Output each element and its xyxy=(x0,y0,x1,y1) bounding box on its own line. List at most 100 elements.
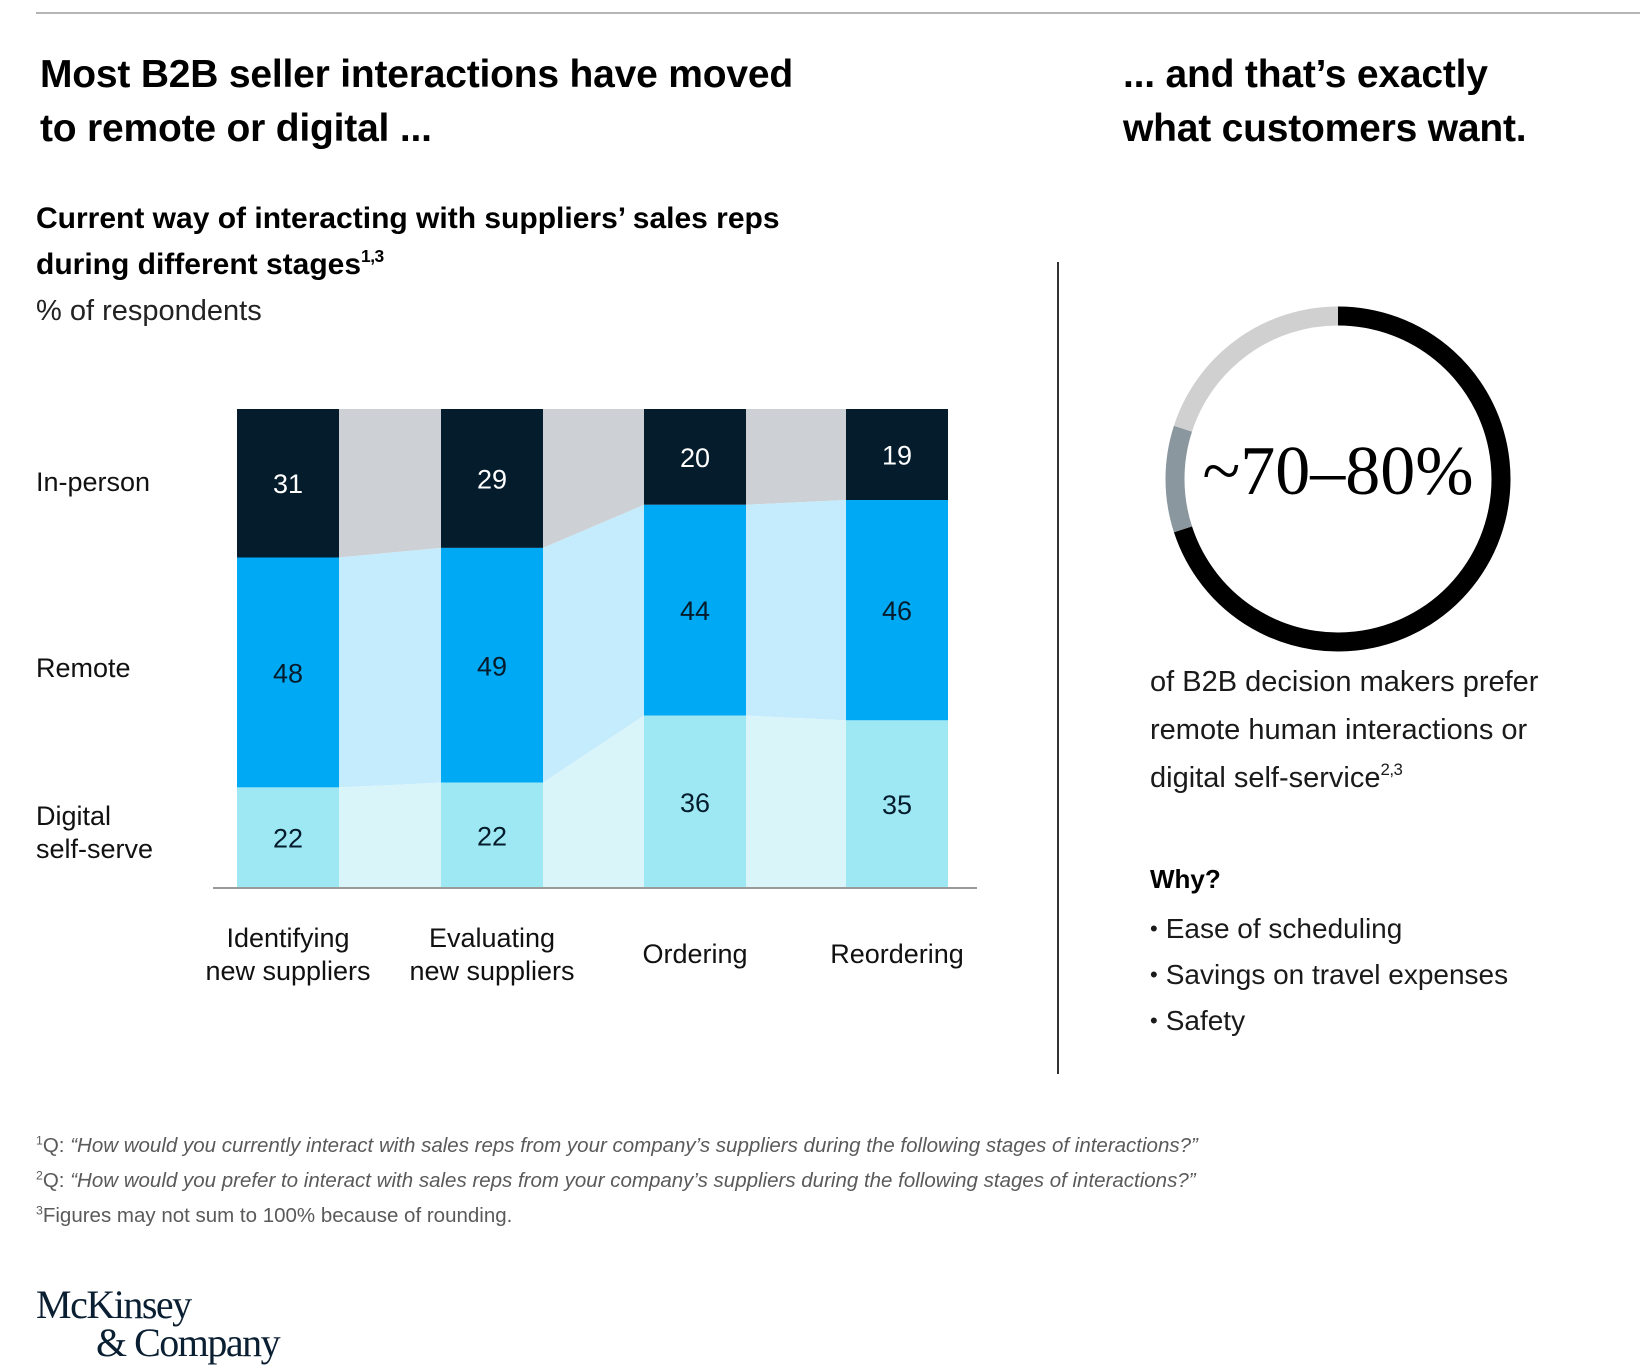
bar-segment-remote xyxy=(441,547,543,783)
logo-line-2: & Company xyxy=(96,1320,281,1365)
subtitle-footnote-ref: 1,3 xyxy=(361,245,384,266)
bar-segment-in-person xyxy=(644,409,746,505)
row-label-line: self-serve xyxy=(36,834,154,864)
category-label: Ordering xyxy=(590,938,800,971)
value-label: 35 xyxy=(882,790,912,820)
footnote-3: 3Figures may not sum to 100% because of … xyxy=(36,1198,1536,1233)
value-label: 48 xyxy=(273,658,303,688)
bar-segment-digital-self-serve xyxy=(441,782,543,888)
bar-segment-in-person xyxy=(237,409,339,558)
footnote-2: 2Q: “How would you prefer to interact wi… xyxy=(36,1163,1536,1198)
donut-segments xyxy=(1165,306,1511,652)
bar-segment-remote xyxy=(237,557,339,788)
donut-segment xyxy=(1173,306,1511,652)
left-heading: Most B2B seller interactions have moved … xyxy=(40,48,900,156)
left-heading-line-1: Most B2B seller interactions have moved xyxy=(40,53,793,96)
reasons-list: Ease of scheduling Savings on travel exp… xyxy=(1150,906,1508,1044)
footnote-prefix: Q: xyxy=(42,1169,71,1192)
bar-segments xyxy=(237,409,948,888)
flow-band-in-person xyxy=(339,409,441,558)
unit-label: % of respondents xyxy=(36,295,262,327)
value-label: 22 xyxy=(273,824,303,854)
donut-segment xyxy=(1165,425,1193,533)
flow-band-in-person xyxy=(543,409,644,548)
bar-segment-in-person xyxy=(846,409,948,501)
row-label-line: In-person xyxy=(36,467,151,497)
category-label-line: Ordering xyxy=(642,939,748,969)
flow-band-digital-self-serve xyxy=(543,715,644,888)
flow-band-digital-self-serve xyxy=(339,782,441,888)
footnote-marker: 3 xyxy=(36,1203,43,1218)
bar-segment-remote xyxy=(846,500,948,721)
bar-segment-digital-self-serve xyxy=(846,720,948,888)
bar-segment-remote xyxy=(644,504,746,716)
description-line-1: of B2B decision makers prefer xyxy=(1150,666,1539,698)
why-heading: Why? xyxy=(1150,864,1221,894)
left-heading-line-2: to remote or digital ... xyxy=(40,107,432,150)
value-label: 36 xyxy=(680,788,710,818)
flow-band-in-person xyxy=(746,409,846,505)
right-heading-line-2: what customers want. xyxy=(1123,107,1527,150)
footnote-prefix: Q: xyxy=(42,1134,71,1157)
reason-item: Savings on travel expenses xyxy=(1150,952,1508,998)
reason-item: Safety xyxy=(1150,998,1508,1044)
bar-segment-digital-self-serve xyxy=(237,787,339,888)
flow-band-remote xyxy=(339,547,441,788)
flow-band-digital-self-serve xyxy=(746,715,846,888)
flow-band-remote xyxy=(746,500,846,721)
row-label-remote: Remote xyxy=(36,652,131,685)
right-heading-line-1: ... and that’s exactly xyxy=(1123,53,1488,96)
category-label: Evaluating new suppliers xyxy=(387,922,597,988)
bar-segment-in-person xyxy=(441,409,543,548)
donut-segment xyxy=(1173,306,1339,432)
chart-subtitle-text: during different stages xyxy=(36,248,362,281)
donut-center-label: ~70–80% xyxy=(1202,433,1473,510)
row-label-line: Remote xyxy=(36,653,131,683)
footnotes: 1Q: “How would you currently interact wi… xyxy=(36,1128,1536,1233)
category-label: Identifying new suppliers xyxy=(183,922,393,988)
description-line-2: remote human interactions or xyxy=(1150,714,1528,746)
footnote-text: Figures may not sum to 100% because of r… xyxy=(42,1204,513,1227)
footnote-1: 1Q: “How would you currently interact wi… xyxy=(36,1128,1536,1163)
category-label-line: new suppliers xyxy=(409,956,575,986)
value-labels: 31 48 22 29 49 22 20 44 36 19 46 35 xyxy=(273,441,912,854)
mckinsey-logo: McKinsey & Company xyxy=(36,1285,281,1365)
value-label: 49 xyxy=(477,651,507,681)
donut-description: of B2B decision makers prefer remote hum… xyxy=(1150,658,1620,802)
footnote-text: “How would you prefer to interact with s… xyxy=(70,1169,1196,1192)
row-label-line: Digital xyxy=(36,801,112,831)
description-line-3: digital self-service2,3 xyxy=(1150,754,1620,802)
top-rule xyxy=(36,12,1640,14)
chart-subtitle-line-2: during different stages1,3 xyxy=(36,242,856,288)
flow-band-remote xyxy=(543,504,644,783)
flow-bands xyxy=(339,409,846,888)
stacked-bar-chart: 31 48 22 29 49 22 20 44 36 19 46 35 xyxy=(213,409,977,889)
value-label: 46 xyxy=(882,596,912,626)
logo-line-1: McKinsey xyxy=(36,1282,192,1327)
chart-subtitle: Current way of interacting with supplier… xyxy=(36,196,856,288)
donut-chart: ~70–80% xyxy=(1165,306,1511,652)
value-label: 31 xyxy=(273,469,303,499)
description-footnote-ref: 2,3 xyxy=(1380,760,1403,780)
row-label-digital-self-serve: Digital self-serve xyxy=(36,800,153,866)
value-label: 22 xyxy=(477,821,507,851)
row-label-in-person: In-person xyxy=(36,466,150,499)
value-label: 19 xyxy=(882,441,912,471)
value-label: 44 xyxy=(680,596,710,626)
chart-subtitle-line-1: Current way of interacting with supplier… xyxy=(36,202,780,235)
right-heading: ... and that’s exactly what customers wa… xyxy=(1123,48,1623,156)
category-label: Reordering xyxy=(792,938,1002,971)
category-label-line: Evaluating xyxy=(428,923,556,953)
reason-item: Ease of scheduling xyxy=(1150,906,1508,952)
category-label-line: Identifying xyxy=(226,923,350,953)
category-label-line: Reordering xyxy=(830,939,964,969)
description-line-3-text: digital self-service xyxy=(1150,762,1381,794)
footnote-text: “How would you currently interact with s… xyxy=(70,1134,1198,1157)
bar-segment-digital-self-serve xyxy=(644,715,746,888)
value-label: 20 xyxy=(680,443,710,473)
category-label-line: new suppliers xyxy=(205,956,371,986)
value-label: 29 xyxy=(477,464,507,494)
footnote-marker: 1 xyxy=(36,1133,43,1148)
vertical-divider xyxy=(1057,262,1059,1074)
footnote-marker: 2 xyxy=(36,1168,43,1183)
